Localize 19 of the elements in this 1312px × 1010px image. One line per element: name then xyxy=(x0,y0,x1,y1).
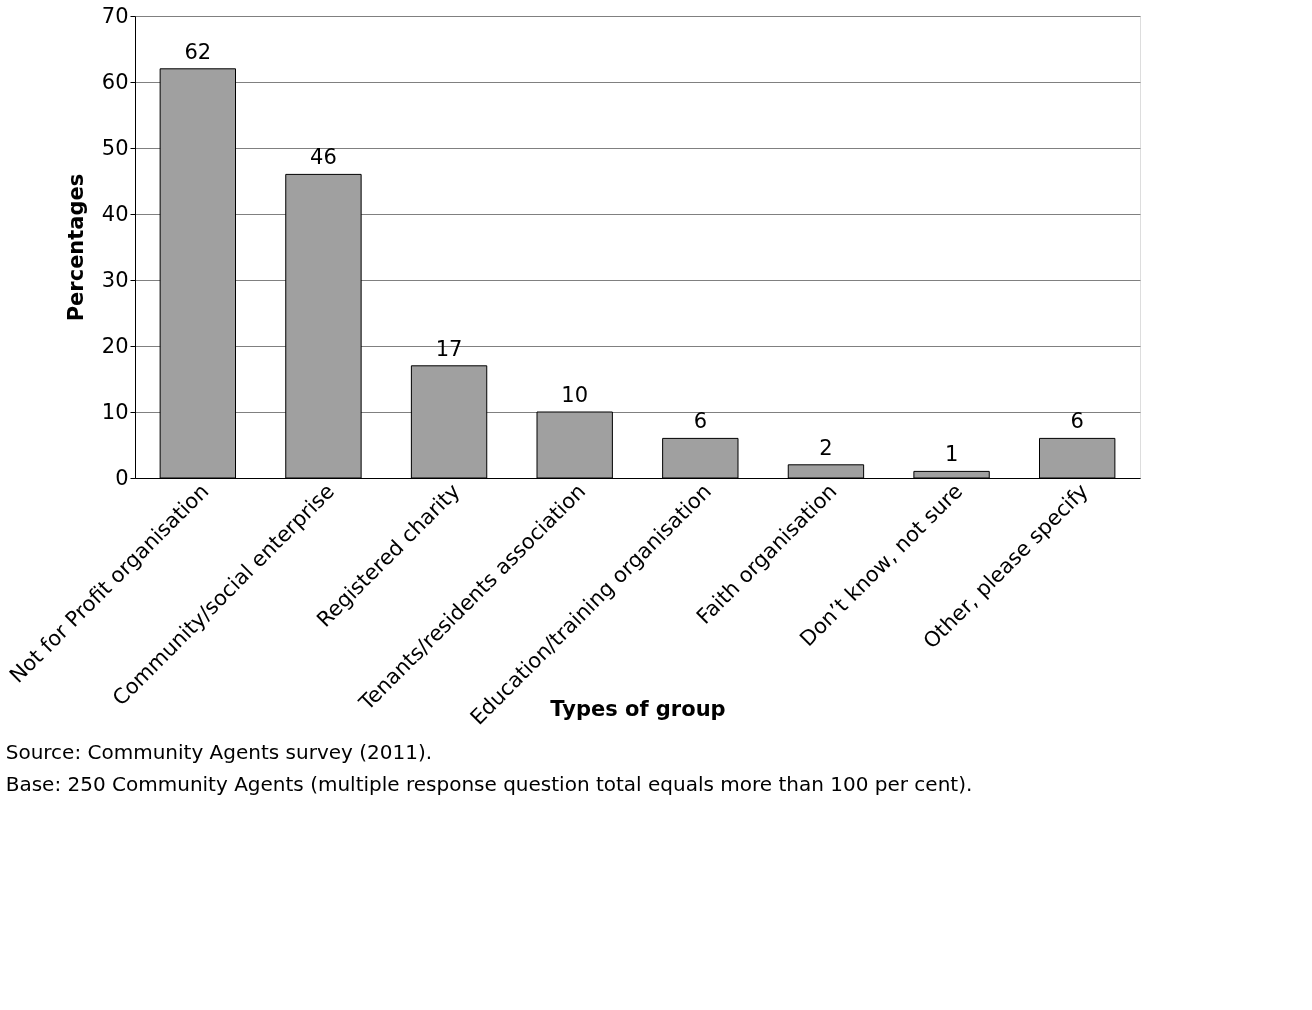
y-tick-label: 0 xyxy=(115,465,129,490)
text: Base: 250 Community Agents (multiple response question total equals more than 100 per cent). xyxy=(5,772,973,797)
y-tick-label: 40 xyxy=(101,201,129,226)
y-axis-title: Percentages xyxy=(63,173,88,322)
data-label: 1 xyxy=(944,442,959,467)
data-label: 10 xyxy=(561,383,589,407)
data-label: 6 xyxy=(693,409,707,434)
y-tick-label: 30 xyxy=(101,267,129,292)
data-label: 6 xyxy=(1070,409,1084,434)
y-tick-label: 20 xyxy=(101,333,129,358)
source-note: Source: Community Agents survey (2011). xyxy=(5,740,433,765)
y-tick-label: 50 xyxy=(101,135,129,160)
data-label: 17 xyxy=(435,336,463,361)
data-label: 2 xyxy=(819,435,833,460)
data-label: 62 xyxy=(184,39,212,64)
y-tick-label: 70 xyxy=(101,3,129,28)
y-tick-label: 60 xyxy=(101,69,129,94)
data-label: 46 xyxy=(310,145,337,170)
y-tick-label: 10 xyxy=(101,399,129,424)
